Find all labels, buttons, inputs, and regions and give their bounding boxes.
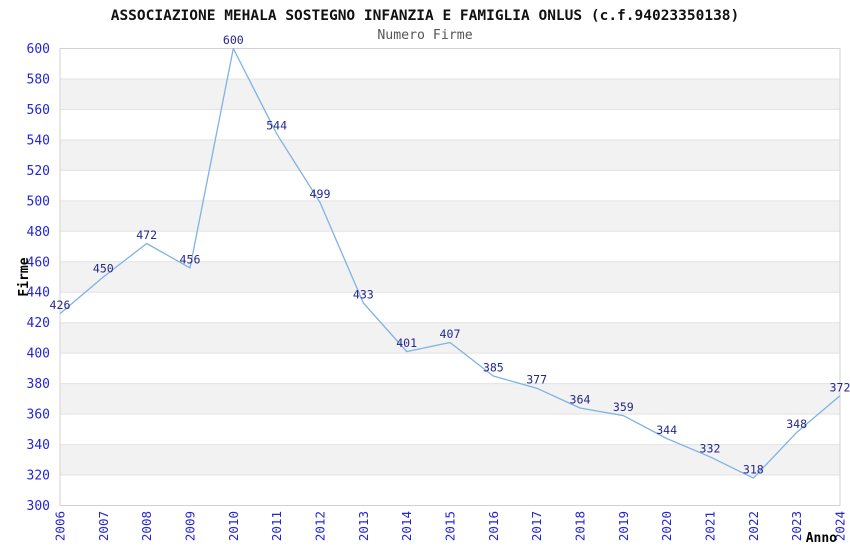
x-tick-label: 2022 — [746, 511, 761, 541]
plot-band — [60, 261, 840, 293]
data-point-label: 372 — [830, 380, 850, 394]
plot-band — [60, 200, 840, 232]
plot-band — [60, 383, 840, 415]
chart-title: ASSOCIAZIONE MEHALA SOSTEGNO INFANZIA E … — [111, 8, 740, 24]
x-tick-label: 2012 — [313, 511, 328, 541]
y-tick-label: 400 — [27, 347, 50, 362]
x-tick-label: 2017 — [529, 511, 544, 541]
data-point-label: 318 — [743, 463, 764, 477]
plot-bands-layer — [60, 78, 840, 476]
data-point-label: 456 — [180, 252, 201, 266]
x-tick-label: 2007 — [96, 511, 111, 541]
data-point-label: 433 — [353, 287, 374, 301]
data-point-label: 332 — [700, 441, 721, 455]
x-axis-title: Anno — [806, 531, 837, 546]
data-point-label: 544 — [266, 118, 287, 132]
data-point-label: 600 — [223, 33, 244, 47]
y-axis-title: Firme — [17, 257, 32, 296]
y-tick-label: 420 — [27, 316, 50, 331]
x-tick-label: 2009 — [183, 511, 198, 541]
x-tick-label: 2023 — [789, 511, 804, 541]
x-tick-label: 2018 — [573, 511, 588, 541]
plot-border-layer — [59, 48, 841, 506]
y-tick-label: 460 — [27, 255, 50, 270]
data-labels-layer: 426 450 472 456 600 544 499 433 401 407 385 377 364 3… — [50, 33, 850, 477]
data-point-label: 499 — [310, 187, 331, 201]
x-tick-label: 2010 — [226, 511, 241, 541]
y-tick-label: 480 — [27, 225, 50, 240]
plot-band — [60, 139, 840, 171]
plot-border — [59, 48, 841, 506]
x-tick-label: 2011 — [269, 511, 284, 541]
x-tick-label: 2024 — [833, 511, 848, 541]
data-point-label: 348 — [786, 417, 807, 431]
plot-band — [60, 322, 840, 354]
y-tick-label: 580 — [27, 72, 50, 87]
x-tick-label: 2016 — [486, 511, 501, 541]
data-point-label: 472 — [136, 228, 157, 242]
x-tick-label: 2008 — [139, 511, 154, 541]
y-tick-label: 600 — [27, 42, 50, 57]
x-tick-label: 2014 — [399, 511, 414, 541]
y-tick-label: 540 — [27, 133, 50, 148]
y-tick-label: 300 — [27, 499, 50, 514]
x-tick-label: 2021 — [703, 511, 718, 541]
data-point-label: 377 — [526, 373, 547, 387]
data-line — [59, 47, 841, 479]
chart-subtitle: Numero Firme — [377, 28, 472, 43]
x-tick-label: 2006 — [53, 511, 68, 541]
plot-band — [60, 444, 840, 476]
data-point-label: 407 — [440, 327, 461, 341]
x-tick-label: 2013 — [356, 511, 371, 541]
y-tick-label: 520 — [27, 164, 50, 179]
data-point-label: 364 — [570, 393, 591, 407]
data-point-label: 359 — [613, 400, 634, 414]
data-point-label: 450 — [93, 262, 114, 276]
y-tick-label: 320 — [27, 469, 50, 484]
data-point-label: 401 — [396, 336, 417, 350]
data-point-label: 344 — [656, 423, 677, 437]
plot-band — [60, 78, 840, 110]
x-tick-label: 2015 — [443, 511, 458, 541]
y-tick-label: 500 — [27, 194, 50, 209]
x-tick-label: 2019 — [616, 511, 631, 541]
tick-labels-layer: 300 320 340 360 380 400 420 440 460 480 500 520 540 5… — [27, 42, 848, 541]
y-tick-label: 440 — [27, 286, 50, 301]
y-tick-label: 380 — [27, 377, 50, 392]
y-tick-label: 340 — [27, 438, 50, 453]
y-tick-label: 360 — [27, 408, 50, 423]
data-point-label: 426 — [50, 298, 71, 312]
data-point-label: 385 — [483, 361, 504, 375]
x-tick-label: 2020 — [659, 511, 674, 541]
data-series-layer — [59, 47, 841, 479]
y-tick-label: 560 — [27, 103, 50, 118]
